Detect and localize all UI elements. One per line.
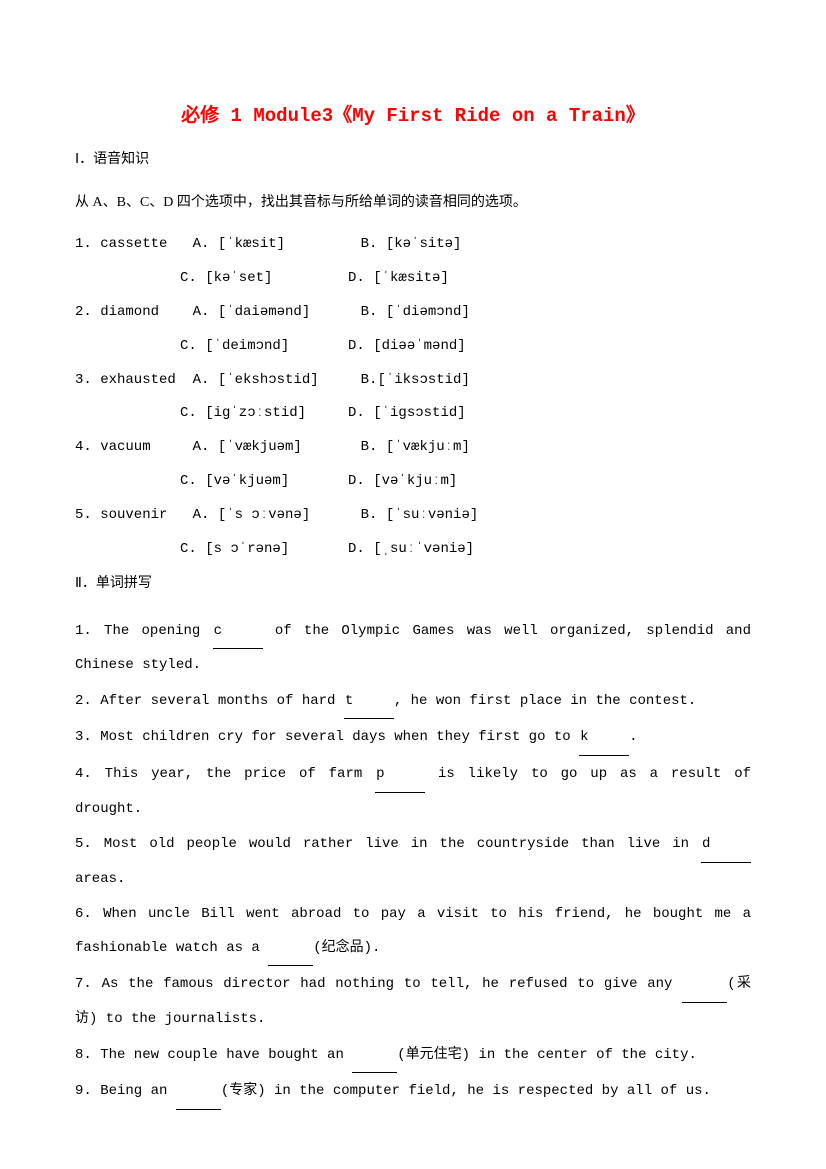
- sentence-post: (纪念品).: [313, 940, 380, 956]
- spelling-item: 9. Being an (专家) in the computer field, …: [75, 1075, 751, 1110]
- sentence-post: .: [629, 729, 637, 745]
- fill-blank[interactable]: t: [344, 685, 394, 720]
- fill-blank[interactable]: [176, 1075, 221, 1110]
- fill-blank[interactable]: [268, 932, 313, 967]
- phonetic-row: 5. souvenir A. [ˈs ɔːvənə] B. [ˈsuːvəniə…: [75, 504, 751, 528]
- spelling-item: 6. When uncle Bill went abroad to pay a …: [75, 898, 751, 966]
- sentence-pre: 1. The opening: [75, 623, 213, 639]
- section1-head: Ⅰ．语音知识: [75, 147, 751, 172]
- spelling-item: 7. As the famous director had nothing to…: [75, 968, 751, 1036]
- phonetic-row-2: C. [igˈzɔːstid] D. [ˈigsɔstid]: [75, 402, 751, 426]
- phonetic-row-2: C. [kəˈset] D. [ˈkæsitə]: [75, 267, 751, 291]
- spelling-item: 2. After several months of hard t, he wo…: [75, 685, 751, 720]
- fill-blank[interactable]: c: [213, 615, 263, 650]
- sentence-post: (专家) in the computer field, he is respec…: [221, 1083, 711, 1099]
- sentence-pre: 4. This year, the price of farm: [75, 766, 375, 782]
- sentence-post: areas.: [75, 871, 125, 887]
- phonetic-row: 1. cassette A. [ˈkæsit] B. [kəˈsitə]: [75, 233, 751, 257]
- sentence-pre: 3. Most children cry for several days wh…: [75, 729, 579, 745]
- phonetic-row-2: C. [s ɔˈrənə] D. [ˌsuːˈvəniə]: [75, 538, 751, 562]
- spelling-item: 5. Most old people would rather live in …: [75, 828, 751, 896]
- sentence-pre: 8. The new couple have bought an: [75, 1047, 352, 1063]
- phonetic-row: 2. diamond A. [ˈdaiəmənd] B. [ˈdiəmɔnd]: [75, 301, 751, 325]
- sentence-pre: 9. Being an: [75, 1083, 176, 1099]
- spelling-item: 4. This year, the price of farm p is lik…: [75, 758, 751, 826]
- phonetics-list: 1. cassette A. [ˈkæsit] B. [kəˈsitə] C. […: [75, 233, 751, 561]
- sentence-pre: 2. After several months of hard: [75, 693, 344, 709]
- sentence-pre: 7. As the famous director had nothing to…: [75, 976, 682, 992]
- sentence-pre: 6. When uncle Bill went abroad to pay a …: [75, 906, 751, 956]
- spelling-list: 1. The opening c of the Olympic Games wa…: [75, 615, 751, 1110]
- fill-blank[interactable]: k: [579, 721, 629, 756]
- title-prefix: 必修 1 Module3: [181, 105, 333, 127]
- section2-head: Ⅱ．单词拼写: [75, 571, 751, 596]
- phonetic-row: 3. exhausted A. [ˈekshɔstid] B.[ˈiksɔsti…: [75, 369, 751, 393]
- section1-instr: 从 A、B、C、D 四个选项中，找出其音标与所给单词的读音相同的选项。: [75, 190, 751, 215]
- phonetic-row: 4. vacuum A. [ˈvækjuəm] B. [ˈvækjuːm]: [75, 436, 751, 460]
- fill-blank[interactable]: p: [375, 758, 425, 793]
- fill-blank[interactable]: d: [701, 828, 751, 863]
- phonetic-row-2: C. [vəˈkjuəm] D. [vəˈkjuːm]: [75, 470, 751, 494]
- title-book: 《My First Ride on a Train》: [333, 105, 645, 127]
- page-title: 必修 1 Module3《My First Ride on a Train》: [75, 100, 751, 127]
- spelling-item: 1. The opening c of the Olympic Games wa…: [75, 615, 751, 683]
- sentence-post: (单元住宅) in the center of the city.: [397, 1047, 697, 1063]
- fill-blank[interactable]: [352, 1039, 397, 1074]
- sentence-post: , he won first place in the contest.: [394, 693, 696, 709]
- spelling-item: 8. The new couple have bought an (单元住宅) …: [75, 1039, 751, 1074]
- fill-blank[interactable]: [682, 968, 727, 1003]
- sentence-pre: 5. Most old people would rather live in …: [75, 836, 701, 852]
- spelling-item: 3. Most children cry for several days wh…: [75, 721, 751, 756]
- phonetic-row-2: C. [ˈdeimɔnd] D. [diəəˈmənd]: [75, 335, 751, 359]
